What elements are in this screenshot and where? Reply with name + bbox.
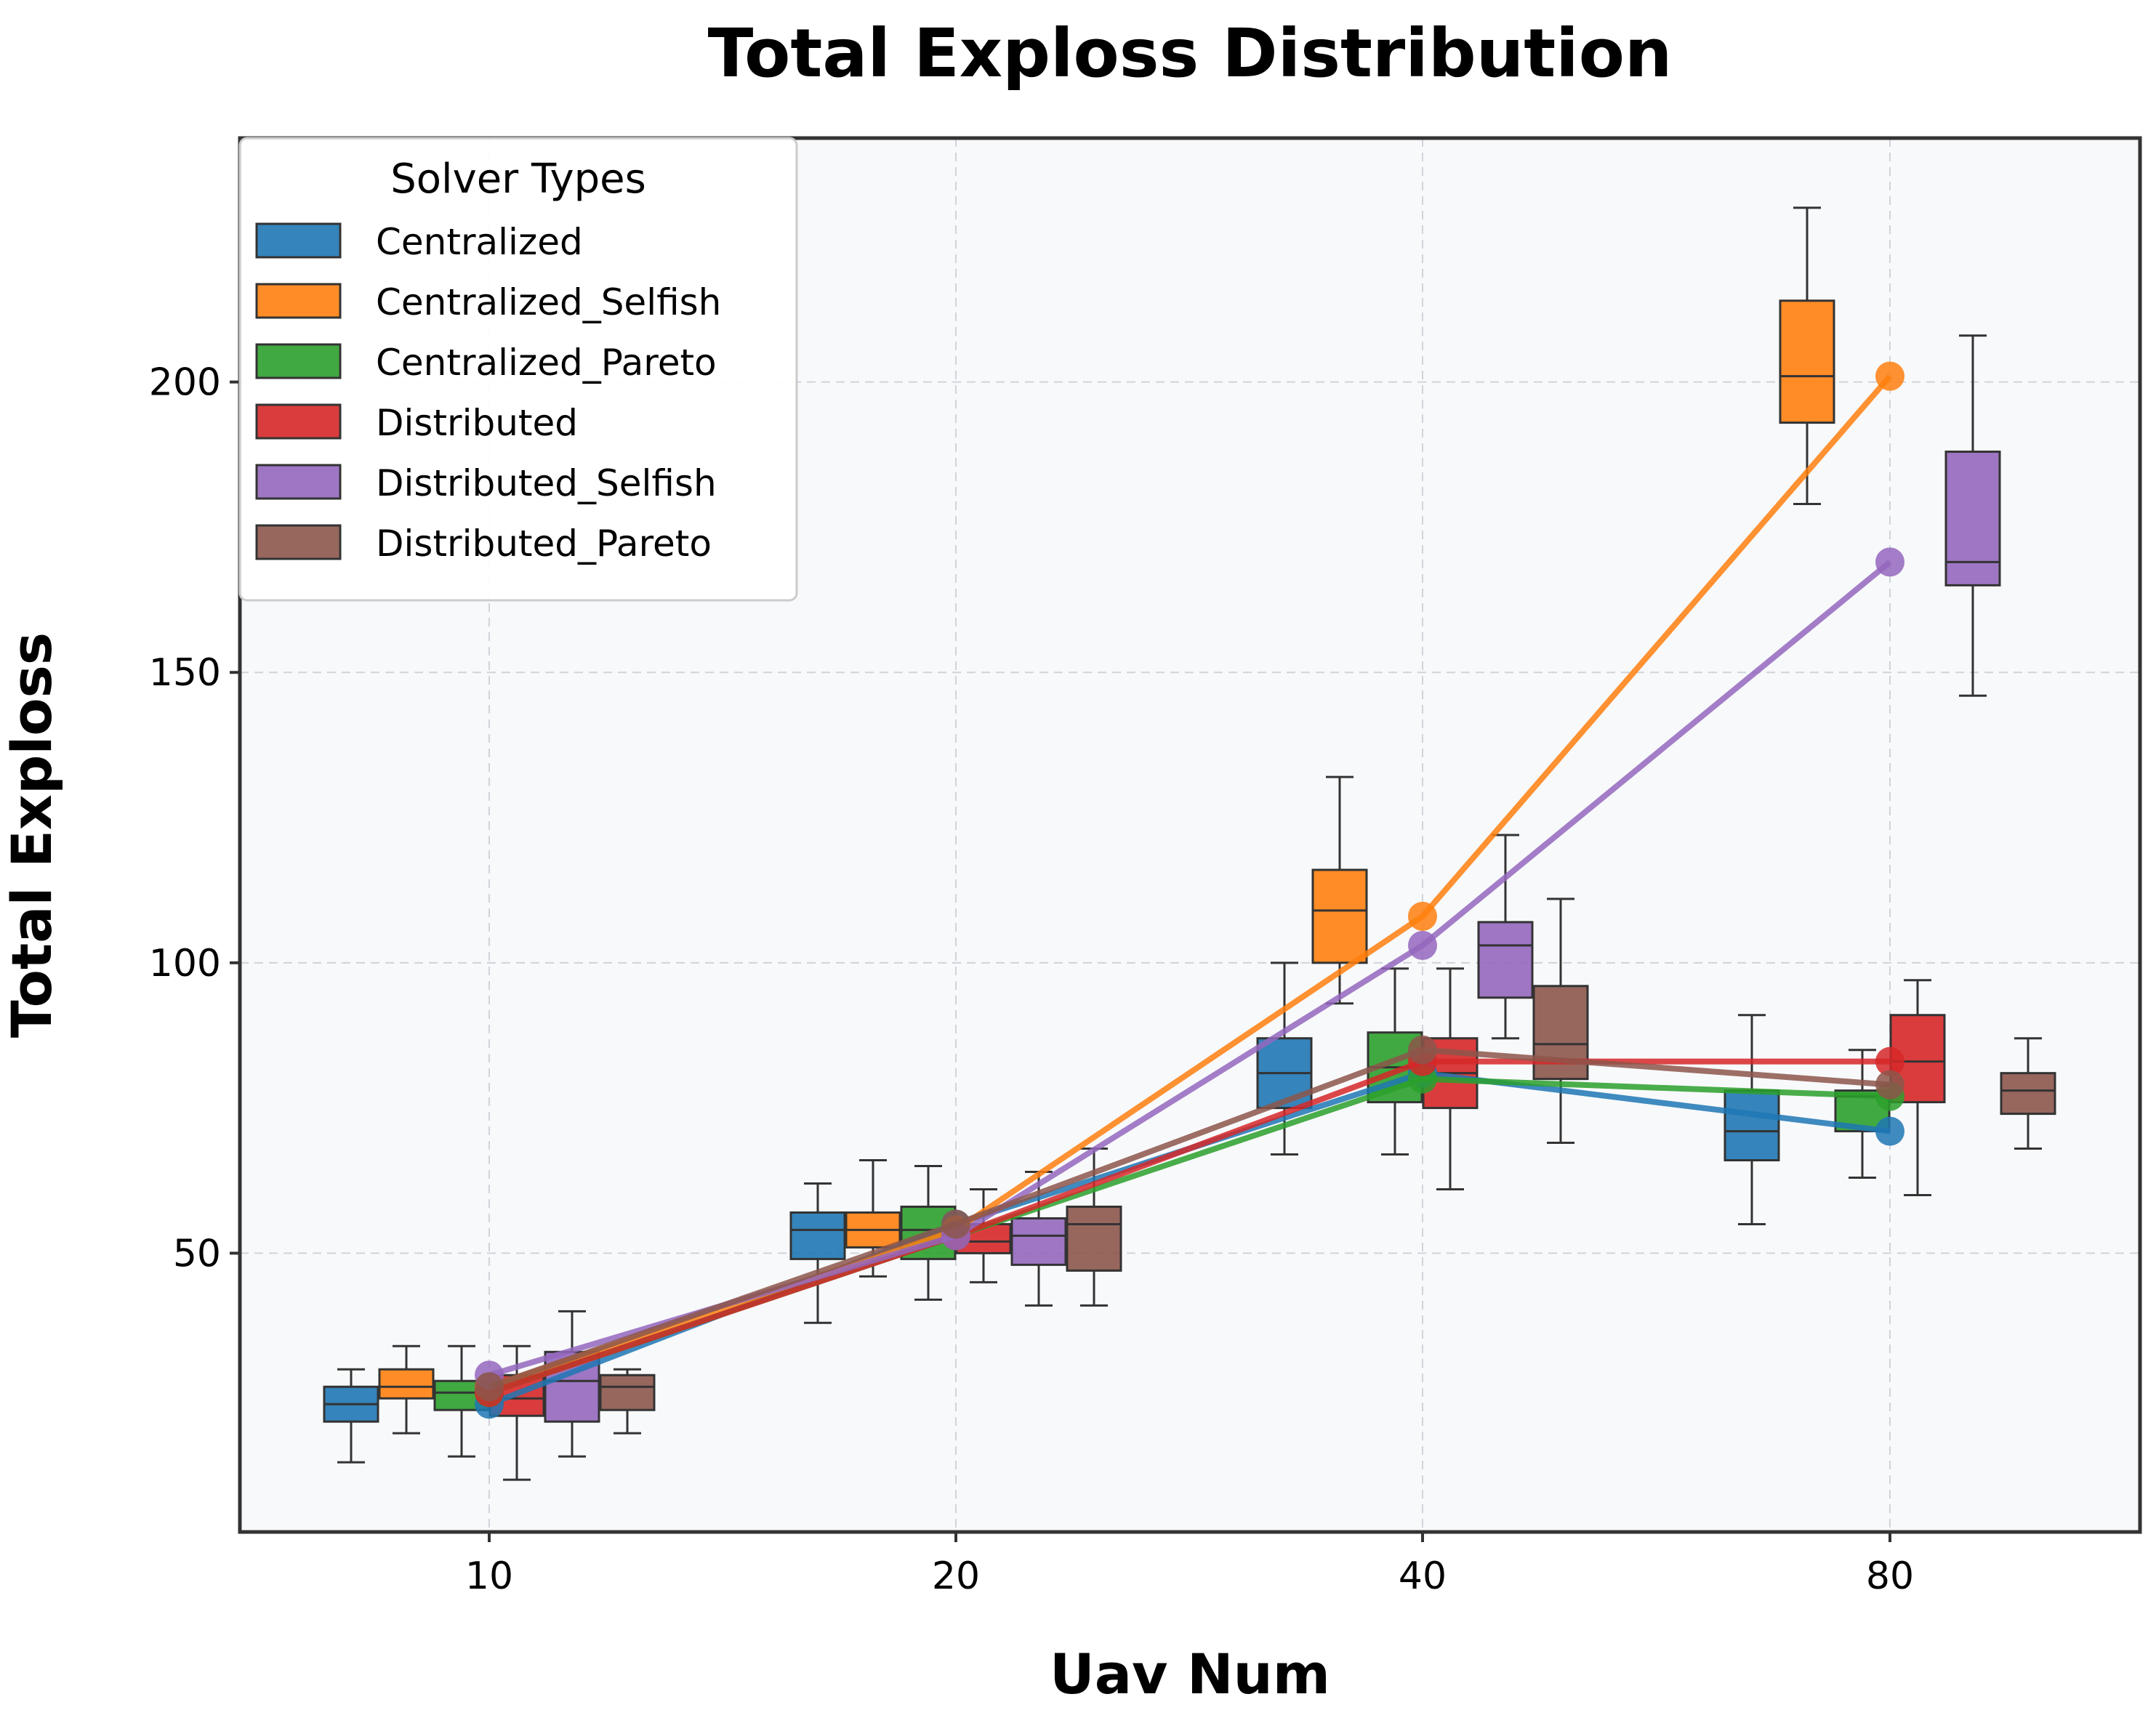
- mean-lines: [475, 361, 1904, 1419]
- legend-label: Distributed_Selfish: [376, 462, 717, 504]
- box-plot: [599, 1368, 656, 1435]
- box-iqr: [599, 1374, 656, 1411]
- mean-point: [1875, 1047, 1904, 1076]
- legend-item: Distributed_Selfish: [255, 462, 717, 504]
- legend-item: Centralized_Pareto: [255, 342, 717, 384]
- legend-swatch: [255, 283, 342, 319]
- chart-title: Total Exploss Distribution: [708, 15, 1673, 92]
- box-iqr: [789, 1211, 846, 1260]
- box-iqr: [1066, 1205, 1122, 1272]
- plot-frame: [238, 136, 2142, 1534]
- legend-swatch: [255, 222, 342, 259]
- legend-items: Centralized Centralized_Selfish Centralize…: [255, 221, 721, 565]
- legend-swatch: [255, 403, 342, 440]
- box-plot: [1066, 1148, 1122, 1307]
- legend-item: Centralized: [255, 221, 583, 263]
- box-plot: [323, 1368, 379, 1464]
- box-iqr: [1010, 1217, 1067, 1266]
- x-tick-label: 10: [465, 1554, 513, 1598]
- x-tick-label: 80: [1866, 1554, 1914, 1598]
- legend-swatch: [255, 343, 342, 379]
- mean-point: [1875, 1070, 1904, 1100]
- legend-label: Centralized: [376, 221, 583, 263]
- legend-item: Centralized_Selfish: [255, 281, 721, 323]
- mean-point: [941, 1209, 970, 1239]
- box-plot: [789, 1182, 846, 1324]
- mean-point: [1875, 1116, 1904, 1146]
- legend-label: Centralized_Pareto: [376, 342, 717, 384]
- box-plot: [1010, 1171, 1067, 1307]
- box-plot: [1723, 1014, 1780, 1225]
- box-plot: [1311, 775, 1368, 1005]
- box-iqr: [1532, 985, 1589, 1081]
- y-tick-label: 200: [149, 361, 221, 405]
- x-axis-label: Uav Num: [1050, 1642, 1330, 1706]
- box-iqr: [1311, 868, 1368, 964]
- mean-point: [1875, 361, 1904, 391]
- box-iqr: [1779, 299, 1835, 424]
- axis-ticks: 50 100 150 200 10 20 40 80: [149, 361, 1914, 1598]
- y-tick-label: 150: [149, 651, 221, 695]
- mean-line: [488, 1058, 1890, 1395]
- legend-swatch: [255, 524, 342, 560]
- box-iqr: [1723, 1089, 1780, 1162]
- legend-title: Solver Types: [390, 156, 646, 203]
- legend: Solver Types Centralized Centralized_Self…: [238, 137, 798, 602]
- mean-point: [1408, 1035, 1437, 1065]
- x-tick-label: 40: [1399, 1554, 1447, 1598]
- box-plot: [1532, 898, 1589, 1145]
- legend-item: Distributed: [255, 402, 578, 444]
- y-tick-label: 100: [149, 942, 221, 985]
- legend-item: Distributed_Pareto: [255, 523, 712, 565]
- box-iqr: [378, 1368, 435, 1400]
- box-plot: [845, 1159, 901, 1278]
- box-plot: [378, 1344, 435, 1435]
- box-plot: [1779, 206, 1835, 505]
- mean-point: [1875, 547, 1904, 577]
- y-axis-label: Total Exploss: [0, 632, 64, 1038]
- box-iqr: [2000, 1072, 2056, 1116]
- y-tick-label: 50: [173, 1232, 221, 1275]
- box-plot: [2000, 1037, 2056, 1150]
- mean-line: [488, 1047, 1891, 1390]
- box-iqr: [1944, 451, 2001, 586]
- box-plot: [1944, 334, 2001, 697]
- box-iqr: [1477, 921, 1534, 999]
- legend-swatch: [255, 464, 342, 500]
- legend-label: Distributed: [376, 402, 578, 444]
- legend-label: Centralized_Selfish: [376, 281, 721, 323]
- grid-lines: [240, 138, 2140, 1532]
- legend-frame: [238, 137, 798, 602]
- legend-label: Distributed_Pareto: [376, 523, 712, 565]
- mean-point: [1408, 930, 1437, 960]
- mean-point: [475, 1372, 504, 1402]
- x-tick-label: 20: [932, 1554, 980, 1598]
- mean-point: [1408, 901, 1437, 931]
